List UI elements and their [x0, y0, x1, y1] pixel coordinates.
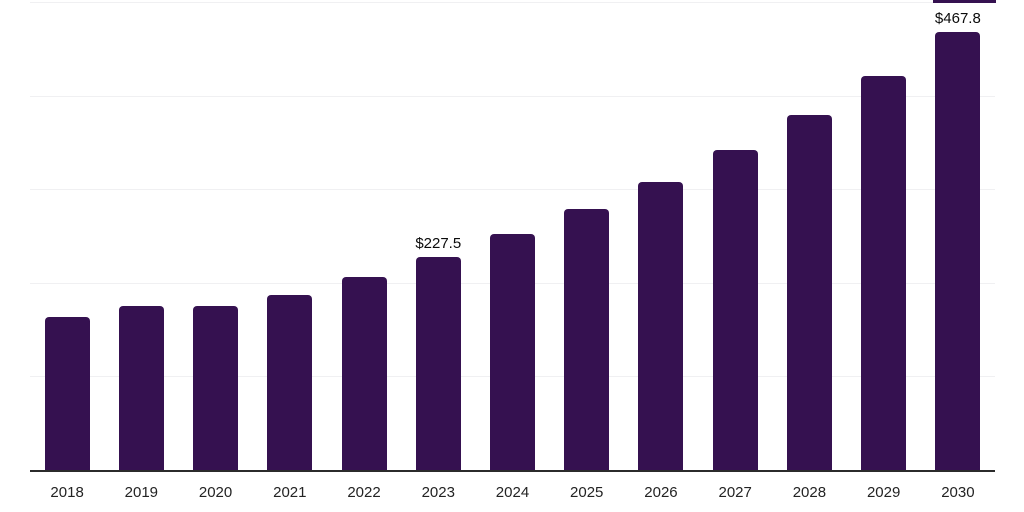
- x-tick-2029: 2029: [866, 484, 901, 501]
- bar-2026: [638, 181, 684, 470]
- bar-2025: [564, 209, 610, 470]
- x-tick-2027: 2027: [718, 484, 752, 501]
- value-label-2030: $467.8: [934, 10, 981, 28]
- x-tick-2018: 2018: [50, 484, 84, 501]
- top-right-cropped-bar-fragment: [933, 0, 996, 3]
- x-tick-2025: 2025: [570, 484, 604, 501]
- bar-2027: [712, 150, 758, 470]
- x-tick-2022: 2022: [347, 484, 381, 501]
- bar-2018: [44, 317, 90, 470]
- bar-2021: [267, 294, 313, 470]
- plot-area: $227.5 $467.8: [30, 2, 995, 472]
- x-tick-2026: 2026: [644, 484, 678, 501]
- bar-2019: [118, 305, 164, 470]
- x-tick-2023: 2023: [421, 484, 455, 501]
- bar-2020: [193, 306, 239, 470]
- value-label-2023: $227.5: [415, 235, 462, 253]
- x-tick-2024: 2024: [495, 484, 530, 501]
- bar-2022: [341, 277, 387, 470]
- bar-2030: [935, 32, 981, 470]
- x-axis-line: [30, 470, 995, 472]
- bar-2028: [786, 114, 832, 470]
- x-tick-2028: 2028: [792, 484, 827, 501]
- bar-2023: [415, 257, 461, 470]
- bar-2024: [490, 234, 535, 470]
- x-axis-tick-labels: 2018 2019 2020 2021 2022 2023 2024 2025 2026 2027…: [30, 484, 995, 506]
- x-tick-2020: 2020: [198, 484, 233, 501]
- x-tick-2021: 2021: [273, 484, 307, 501]
- x-tick-2019: 2019: [124, 484, 159, 501]
- x-tick-2030: 2030: [941, 484, 975, 501]
- gridline-400: [30, 95, 995, 97]
- gridline-300: [30, 189, 995, 191]
- bar-2029: [861, 75, 907, 470]
- gridline-500: [30, 2, 995, 3]
